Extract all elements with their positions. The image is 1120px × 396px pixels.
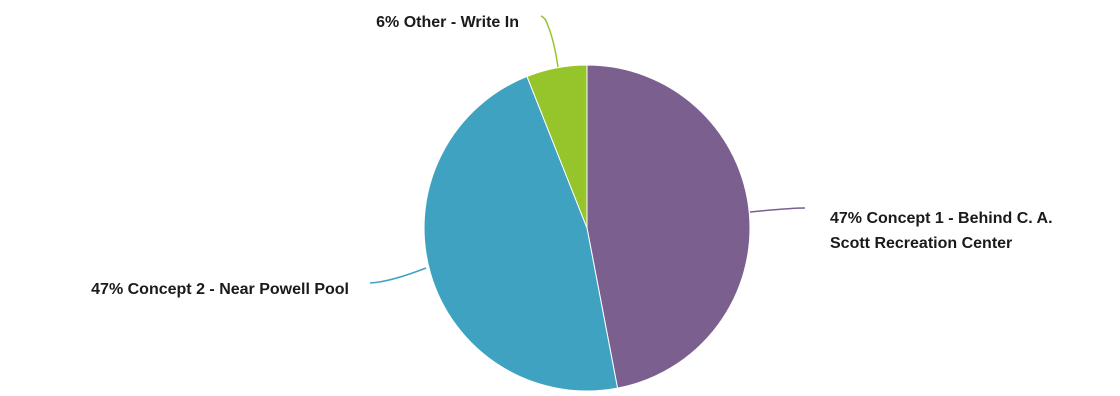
leader-line-1 <box>749 207 806 213</box>
slice-labels: 47% Concept 1 - Behind C. A. Scott Recrea… <box>91 14 1052 298</box>
leader-lines <box>369 15 806 284</box>
pie-slices <box>423 64 751 392</box>
slice-label-line: 6% Other - Write In <box>376 14 519 31</box>
pie-slice-2 <box>423 75 619 392</box>
slice-label-3: 6% Other - Write In <box>376 14 519 31</box>
slice-label-1: 47% Concept 1 - Behind C. A. Scott Recrea… <box>830 210 1053 252</box>
slice-label-2: 47% Concept 2 - Near Powell Pool <box>91 281 349 298</box>
slice-label-line: 47% Concept 2 - Near Powell Pool <box>91 281 349 298</box>
leader-line-2 <box>369 267 427 284</box>
pie-slice-1 <box>586 64 751 389</box>
leader-line-3 <box>540 15 559 68</box>
slice-label-line: 47% Concept 1 - Behind C. A. <box>830 210 1053 227</box>
pie-slice-3 <box>526 64 588 229</box>
slice-label-line: Scott Recreation Center <box>830 235 1012 252</box>
